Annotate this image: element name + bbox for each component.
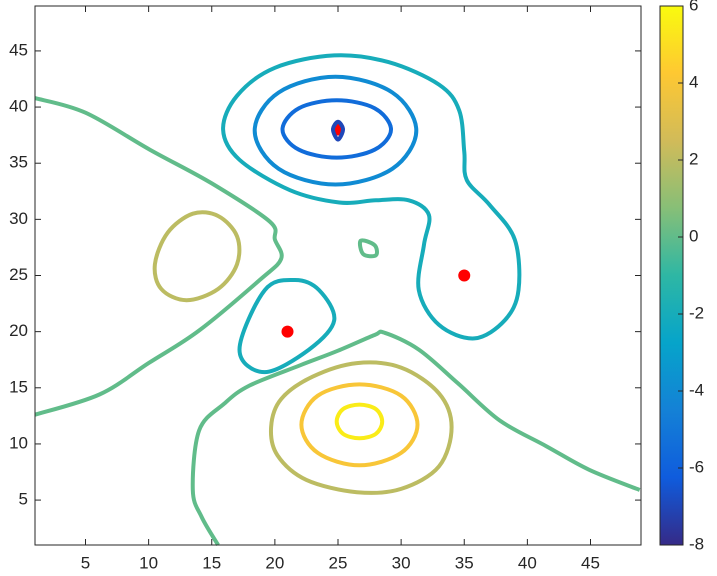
contour-line [357,238,379,259]
y-tick-label: 10 [9,433,28,452]
y-tick-label: 30 [9,209,28,228]
y-tick-label: 15 [9,377,28,396]
contour-line [331,119,345,142]
y-tick-label: 40 [9,97,28,116]
colorbar-frame [659,5,684,546]
contour-line [252,74,419,187]
x-tick-label: 35 [455,553,474,572]
contour-line [221,53,522,341]
point [281,325,294,338]
contour-line [299,382,420,468]
y-tick-label: 35 [9,153,28,172]
contour-line [237,277,337,375]
point [458,269,471,282]
y-tick-label: 45 [9,40,28,59]
x-tick-label: 30 [392,553,411,572]
plot-area [35,6,641,545]
x-tick-label: 40 [518,553,537,572]
contour-line [190,329,641,547]
x-tick-label: 15 [202,553,221,572]
colorbar [660,6,683,545]
colorbar-tick-label: 6 [689,0,698,14]
colorbar-tick-label: -2 [689,303,704,322]
colorbar-tick-label: -4 [689,380,704,399]
x-tick-label: 25 [329,553,348,572]
colorbar-tick-label: 2 [689,149,698,168]
x-tick-label: 5 [81,553,90,572]
contour-line [334,402,385,441]
x-tick-label: 20 [265,553,284,572]
y-tick-label: 20 [9,321,28,340]
colorbar-tick-label: 4 [689,72,698,91]
y-tick-label: 25 [9,265,28,284]
contour-line [268,360,454,495]
contour-line [280,98,393,160]
contour-line [34,96,284,417]
colorbar-tick-label: 0 [689,226,698,245]
x-tick-label: 10 [139,553,158,572]
colorbar-tick-label: -6 [689,457,704,476]
colorbar-tick-label: -8 [689,534,704,553]
x-tick-label: 45 [581,553,600,572]
y-tick-label: 5 [19,490,28,509]
contour-line [152,210,242,303]
